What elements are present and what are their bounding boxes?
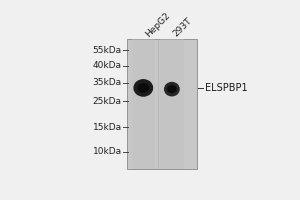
Ellipse shape (137, 83, 149, 93)
Bar (127, 39, 197, 169)
Text: 55kDa: 55kDa (92, 46, 122, 55)
Ellipse shape (167, 85, 177, 93)
Bar (132, 39, 155, 169)
Ellipse shape (134, 79, 153, 97)
Bar (160, 39, 184, 169)
Ellipse shape (164, 82, 180, 96)
Text: 10kDa: 10kDa (92, 147, 122, 156)
Text: ELSPBP1: ELSPBP1 (205, 83, 247, 93)
Text: 15kDa: 15kDa (92, 123, 122, 132)
Text: 35kDa: 35kDa (92, 78, 122, 87)
Text: 25kDa: 25kDa (93, 97, 122, 106)
Text: HepG2: HepG2 (143, 11, 171, 39)
Text: 293T: 293T (171, 16, 194, 39)
Text: 40kDa: 40kDa (93, 61, 122, 70)
